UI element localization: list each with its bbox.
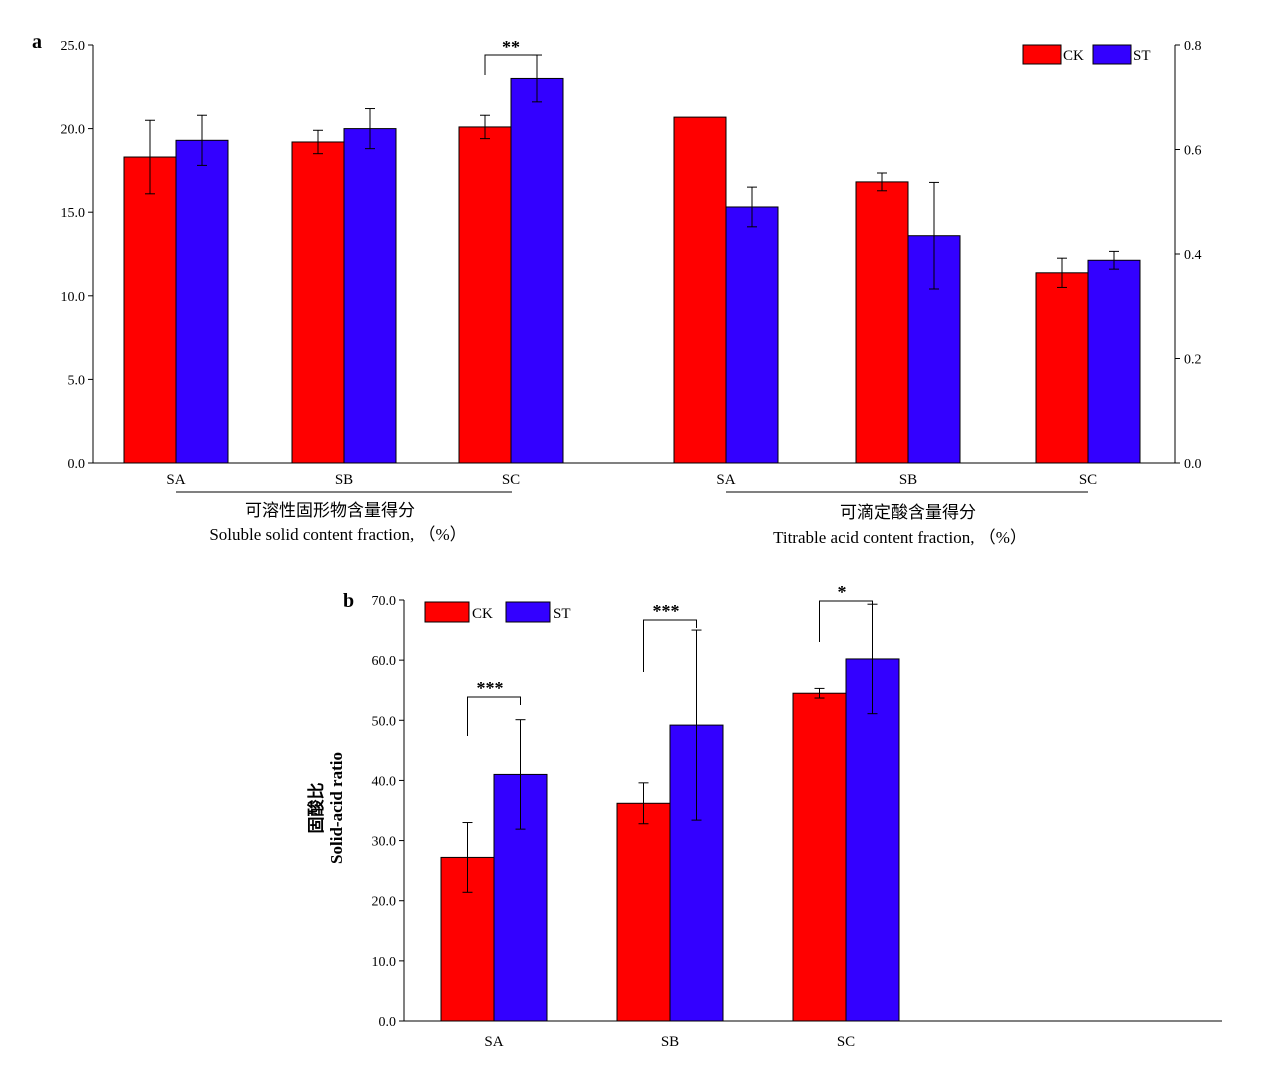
legend-swatch-st: [505, 601, 551, 623]
panel-a-bar-st: [510, 77, 564, 464]
group-label-left-en: Soluble solid content fraction, （%）: [209, 525, 466, 544]
panel-b-bar-st: [845, 658, 900, 1022]
panel-b-bar-ck: [616, 802, 671, 1022]
panel-b-tick-label: 20.0: [372, 895, 397, 910]
panel-a-bar-st: [1087, 259, 1141, 464]
panel-a-bar-ck: [1035, 272, 1089, 464]
panel-a: a 0.0 5.0 10.0 15.0 20.0 25.0 0.0 0.2 0.4 0.6 0.8…: [32, 31, 1202, 547]
panel-b-significance-label: ***: [477, 678, 504, 698]
panel-a-left-tick-label: 25.0: [61, 39, 86, 54]
panel-a-significance-label: **: [502, 37, 520, 57]
panel-a-right-tick-label: 0.4: [1184, 248, 1202, 263]
group-label-left-cn: 可溶性固形物含量得分: [245, 501, 415, 520]
panel-a-bars: [123, 54, 1141, 464]
panel-a-significance: **: [484, 37, 538, 75]
legend-label-ck: CK: [472, 606, 493, 622]
panel-a-category-label: SC: [1079, 472, 1097, 488]
panel-b: b 0.0 10.0 20.0 30.0 40.0 50.0 60.0 70.0 SA SB SC…: [306, 582, 1222, 1050]
panel-b-significance-bracket: [643, 619, 697, 672]
legend-swatch-ck: [424, 601, 470, 623]
panel-b-bars: [440, 603, 900, 1022]
panel-b-tick-label: 30.0: [372, 835, 397, 850]
panel-b-bar-ck: [792, 692, 847, 1022]
panel-a-left-tick-label: 0.0: [68, 457, 86, 472]
panel-a-letter: a: [32, 31, 42, 53]
panel-a-right-tick-label: 0.2: [1184, 353, 1202, 368]
panel-b-tick-label: 40.0: [372, 774, 397, 789]
panel-b-tick-label: 10.0: [372, 955, 397, 970]
panel-a-category-label: SB: [899, 472, 917, 488]
legend-label-ck: CK: [1063, 48, 1084, 64]
panel-a-category-label: SA: [166, 472, 185, 488]
panel-a-bar-ck: [123, 156, 177, 464]
panel-a-left-tick-label: 20.0: [61, 123, 86, 138]
panel-a-left-tick-label: 15.0: [61, 206, 86, 221]
panel-a-category-label: SC: [502, 472, 520, 488]
legend-label-st: ST: [553, 606, 571, 622]
legend-swatch-ck: [1022, 44, 1062, 65]
panel-a-bar-st: [175, 139, 229, 464]
panel-b-legend: CK ST: [424, 601, 571, 623]
panel-b-significance-label: ***: [653, 601, 680, 621]
panel-a-bar-st: [343, 128, 397, 464]
panel-b-significance-bracket: [467, 696, 521, 736]
legend-label-st: ST: [1133, 48, 1151, 64]
panel-b-category-label: SA: [484, 1034, 503, 1050]
group-label-right-en: Titrable acid content fraction, （%）: [773, 528, 1027, 547]
group-label-right-cn: 可滴定酸含量得分: [840, 503, 976, 522]
panel-a-bar-ck: [673, 116, 727, 464]
panel-a-bar-st: [725, 206, 779, 464]
legend-swatch-st: [1092, 44, 1132, 65]
panel-a-bar-ck: [458, 126, 512, 464]
panel-a-left-tick-label: 10.0: [61, 290, 86, 305]
panel-b-tick-label: 50.0: [372, 714, 397, 729]
panel-b-ylabel-en: Solid-acid ratio: [327, 752, 346, 864]
panel-a-significance-bracket: [484, 54, 538, 75]
panel-a-left-tick-label: 5.0: [68, 373, 86, 388]
panel-b-significance-bracket: [819, 600, 873, 642]
panel-b-category-label: SB: [661, 1034, 679, 1050]
panel-b-ylabel-cn: 固酸比: [306, 783, 326, 834]
panel-b-tick-label: 70.0: [372, 594, 397, 609]
panel-a-right-tick-label: 0.0: [1184, 457, 1202, 472]
panel-a-right-tick-label: 0.6: [1184, 144, 1202, 159]
panel-b-category-label: SC: [837, 1034, 855, 1050]
panel-a-bar-ck: [291, 141, 345, 464]
panel-b-category-labels: SA SB SC: [484, 1034, 855, 1050]
panel-b-letter: b: [343, 590, 354, 612]
panel-a-category-label: SA: [716, 472, 735, 488]
panel-a-legend: CK ST: [1022, 44, 1151, 65]
panel-a-category-labels: SA SB SC SA SB SC: [166, 472, 1097, 488]
panel-b-significance: *******: [467, 582, 873, 736]
panel-a-right-axis: 0.0 0.2 0.4 0.6 0.8: [1174, 39, 1202, 472]
panel-b-tick-label: 60.0: [372, 654, 397, 669]
panel-a-right-tick-label: 0.8: [1184, 39, 1202, 54]
panel-a-left-axis: 0.0 5.0 10.0 15.0 20.0 25.0: [61, 39, 1175, 472]
panel-b-significance-label: *: [838, 582, 847, 602]
panel-a-bar-ck: [855, 181, 909, 464]
panel-a-category-label: SB: [335, 472, 353, 488]
panel-b-tick-label: 0.0: [379, 1015, 397, 1030]
